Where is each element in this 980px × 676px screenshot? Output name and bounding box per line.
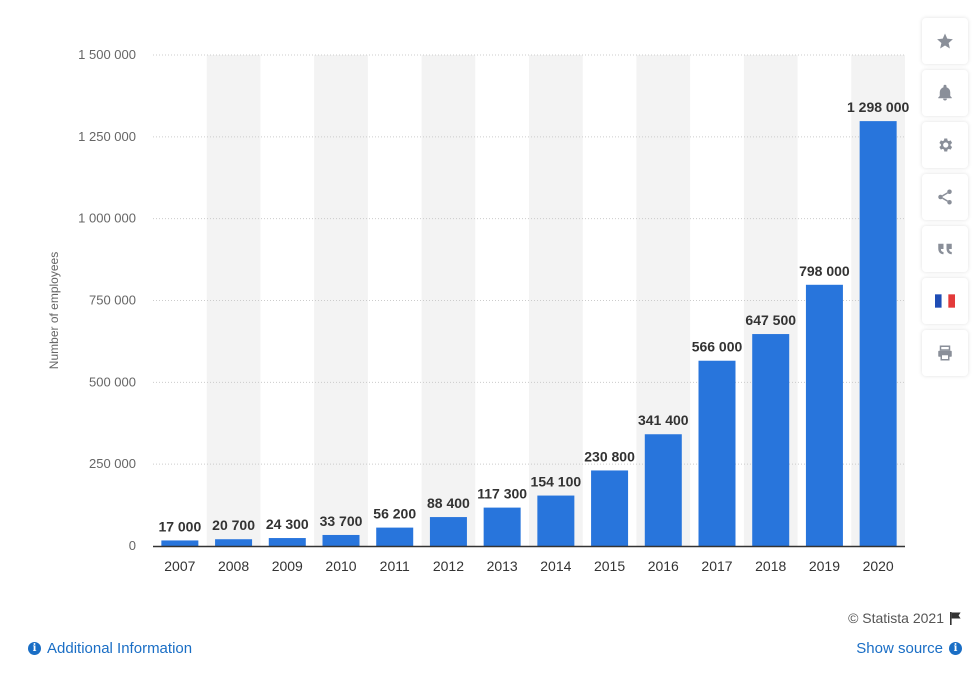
data-label: 20 700 <box>212 517 255 533</box>
info-icon: i <box>949 642 962 655</box>
x-tick-label: 2020 <box>863 558 894 574</box>
credit-text: © Statista 2021 <box>848 610 944 626</box>
y-tick-label: 1 000 000 <box>78 211 136 226</box>
x-tick-label: 2017 <box>701 558 732 574</box>
data-labels: 17 000 20 700 24 300 33 700 56 200 88 400 117 … <box>158 99 909 534</box>
y-tick-label: 500 000 <box>89 374 136 389</box>
x-tick-label: 2014 <box>540 558 571 574</box>
data-label: 33 700 <box>320 513 363 529</box>
data-label: 117 300 <box>477 486 527 502</box>
x-tick-label: 2018 <box>755 558 786 574</box>
printer-icon <box>938 345 952 361</box>
favorite-button[interactable] <box>922 18 968 64</box>
bar[interactable] <box>752 334 790 546</box>
show-source-label: Show source <box>856 640 943 657</box>
quote-icon <box>938 243 952 255</box>
x-tick-label: 2015 <box>594 558 625 574</box>
stripe-band <box>421 55 476 546</box>
y-tick-label: 1 250 000 <box>78 129 136 144</box>
data-label: 154 100 <box>531 474 582 490</box>
bar[interactable] <box>322 534 360 546</box>
data-label: 1 298 000 <box>847 99 909 115</box>
flag-icon <box>950 611 961 625</box>
share-icon <box>938 189 952 205</box>
bar[interactable] <box>215 539 253 546</box>
bar[interactable] <box>537 495 575 546</box>
settings-button[interactable] <box>922 122 968 168</box>
bell-icon <box>938 84 952 101</box>
bar[interactable] <box>161 540 199 546</box>
bar[interactable] <box>805 284 843 546</box>
language-button[interactable] <box>922 278 968 324</box>
data-label: 56 200 <box>373 506 416 522</box>
bar-chart: 0 250 000 500 000 750 000 1 000 000 1 250 000… <box>47 47 909 574</box>
bar[interactable] <box>644 434 682 546</box>
data-label: 17 000 <box>158 518 201 534</box>
data-label: 647 500 <box>745 312 796 328</box>
star-icon <box>937 33 953 49</box>
bars <box>161 121 897 546</box>
additional-information-link[interactable]: i Additional Information <box>28 640 192 657</box>
stripe-band <box>206 55 261 546</box>
data-label: 341 400 <box>638 412 689 428</box>
bar[interactable] <box>376 527 414 546</box>
statista-credit[interactable]: © Statista 2021 <box>848 610 962 626</box>
x-tick-label: 2012 <box>433 558 464 574</box>
bar[interactable] <box>483 507 521 546</box>
y-tick-label: 0 <box>129 538 136 553</box>
x-tick-label: 2019 <box>809 558 840 574</box>
cite-button[interactable] <box>922 226 968 272</box>
x-tick-label: 2011 <box>380 558 410 574</box>
bar[interactable] <box>698 360 736 546</box>
gear-icon <box>939 138 953 152</box>
bar[interactable] <box>859 121 897 546</box>
x-tick-label: 2007 <box>164 558 195 574</box>
y-tick-label: 250 000 <box>89 456 136 471</box>
chart-card: 0 250 000 500 000 750 000 1 000 000 1 250 000… <box>47 47 910 574</box>
sidebar-toolbar <box>922 18 970 382</box>
bar[interactable] <box>591 470 629 546</box>
bar[interactable] <box>429 517 467 546</box>
x-tick-label: 2008 <box>218 558 249 574</box>
flag-france-icon <box>935 294 955 308</box>
share-button[interactable] <box>922 174 968 220</box>
data-label: 798 000 <box>799 263 850 279</box>
data-label: 230 800 <box>584 448 635 464</box>
print-button[interactable] <box>922 330 968 376</box>
gridlines <box>153 54 905 465</box>
y-tick-label: 1 500 000 <box>78 47 136 62</box>
x-tick-label: 2016 <box>648 558 679 574</box>
y-axis-title: Number of employees <box>47 252 61 369</box>
data-label: 24 300 <box>266 516 309 532</box>
info-icon: i <box>28 642 41 655</box>
stripe-band <box>314 55 368 546</box>
x-tick-label: 2013 <box>487 558 518 574</box>
show-source-link[interactable]: Show source i <box>856 640 962 657</box>
x-tick-labels: 2007 2008 2009 2010 2011 2012 2013 2014 2015 2016… <box>164 558 894 574</box>
y-tick-label: 750 000 <box>89 293 136 308</box>
data-label: 88 400 <box>427 495 470 511</box>
data-label: 566 000 <box>692 339 743 355</box>
y-tick-labels: 0 250 000 500 000 750 000 1 000 000 1 250 000… <box>78 47 136 553</box>
x-tick-label: 2009 <box>272 558 303 574</box>
x-tick-label: 2010 <box>325 558 356 574</box>
notification-button[interactable] <box>922 70 968 116</box>
additional-information-label: Additional Information <box>47 640 193 657</box>
bar[interactable] <box>268 538 306 546</box>
